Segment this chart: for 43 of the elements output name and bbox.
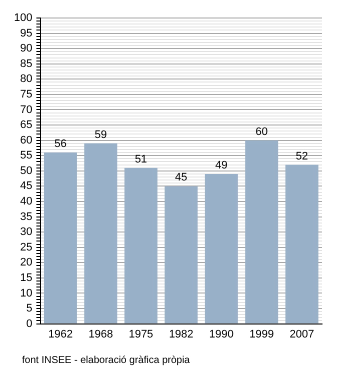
x-tick-label: 1968: [88, 328, 113, 340]
y-tick-label: 20: [20, 256, 32, 269]
bar: [84, 143, 118, 324]
bar: [164, 186, 198, 324]
y-tick-label: 80: [20, 73, 32, 86]
bar: [245, 140, 278, 324]
bar: [124, 168, 158, 324]
y-tick-label: 25: [20, 241, 32, 254]
bar: [204, 174, 238, 324]
y-tick-label: 0: [26, 318, 32, 330]
y-tick-label: 60: [20, 134, 32, 146]
x-tick-label: 1975: [128, 328, 154, 340]
text: font INSEE - elaboració gràfica pròpia: [22, 355, 190, 366]
x-tick-label: 1962: [48, 328, 73, 340]
data-label: 49: [215, 159, 228, 172]
x-tick-label: 2007: [290, 328, 314, 340]
y-tick-label: 50: [20, 164, 32, 177]
y-tick-label: 100: [14, 12, 32, 24]
data-label: 56: [54, 138, 67, 150]
y-tick-label: 45: [20, 180, 32, 192]
data-label: 45: [175, 172, 188, 184]
bar: [285, 164, 318, 324]
y-tick-label: 85: [20, 58, 32, 70]
bar: [44, 152, 77, 324]
x-tick-label: 1990: [209, 328, 234, 340]
y-tick-label: 40: [20, 196, 32, 208]
data-label: 51: [134, 153, 148, 166]
y-tick-label: 30: [20, 226, 32, 238]
x-tick-label: 1982: [168, 328, 194, 340]
y-tick-label: 10: [20, 287, 32, 300]
data-label: 60: [256, 126, 268, 138]
data-label: 59: [94, 128, 107, 141]
y-tick-label: 5: [26, 302, 32, 315]
y-tick-label: 35: [20, 210, 32, 223]
y-tick-label: 90: [20, 42, 32, 55]
y-tick-label: 15: [20, 272, 32, 284]
y-tick-label: 70: [20, 104, 32, 116]
y-tick-label: 75: [20, 88, 32, 100]
y-tick-label: 55: [20, 150, 32, 162]
x-tick-label: 1999: [249, 328, 274, 340]
y-tick-label: 95: [20, 27, 32, 40]
data-label: 52: [296, 150, 308, 162]
y-tick-label: 65: [20, 119, 32, 132]
